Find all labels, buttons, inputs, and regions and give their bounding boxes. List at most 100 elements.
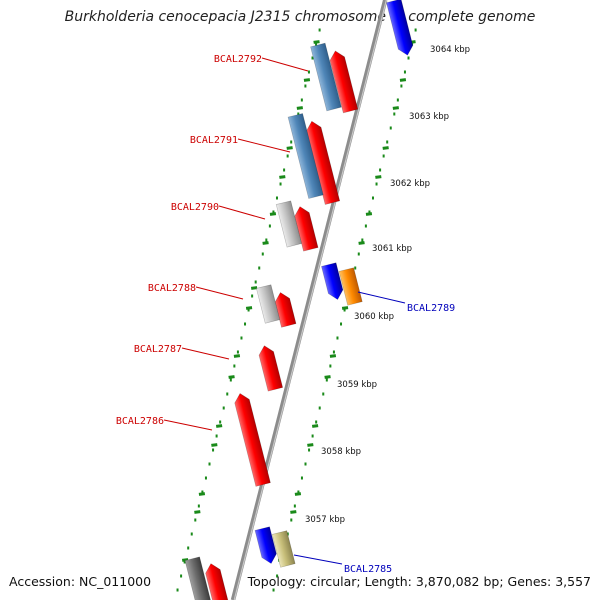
gene-label-bcal2790: BCAL2790 (171, 202, 219, 213)
guide-dot (315, 420, 318, 424)
guide-dot (354, 266, 357, 270)
guide-dot (308, 448, 311, 452)
scale-tick (313, 40, 320, 44)
scale-tick (303, 78, 311, 82)
scale-label: 3058 kbp (321, 447, 361, 457)
guide-dot (304, 462, 307, 466)
guide-dot (340, 322, 343, 326)
scale-tick (215, 424, 223, 428)
gene-feature-forward (274, 292, 297, 328)
scale-label: 3059 kbp (337, 380, 377, 390)
gene-features (184, 0, 414, 600)
guide-dot (364, 224, 367, 228)
guide-dot (275, 196, 278, 200)
gene-feature-orange (338, 267, 363, 306)
scale-tick (269, 212, 277, 216)
guide-dot (290, 140, 293, 144)
guide-dot (240, 336, 243, 340)
guide-dot (300, 476, 303, 480)
scale-tick (250, 286, 258, 290)
scale-labels: 3064 kbp 3063 kbp 3062 kbp 3061 kbp 3060 kbp… (305, 45, 470, 525)
guide-dot (215, 434, 218, 438)
guide-dot (265, 238, 268, 242)
guide-dot (272, 210, 275, 214)
accession-text: Accession: NC_011000 (9, 574, 152, 589)
guide-dot (226, 392, 229, 396)
scale-label: 3061 kbp (372, 244, 412, 254)
scale-tick (279, 175, 286, 179)
gene-feature-forward (329, 50, 359, 114)
guide-dot (386, 140, 389, 144)
guide-dot (414, 28, 417, 32)
guide-dot (403, 70, 406, 74)
scale-tick (294, 492, 302, 496)
guide-dot (307, 70, 310, 74)
scale-tick (233, 354, 241, 358)
scale-tick (311, 424, 319, 428)
guide-dot (379, 168, 382, 172)
guide-dot (286, 154, 289, 158)
guide-dot (297, 490, 300, 494)
scale-tick (329, 354, 337, 358)
guide-dot (329, 364, 332, 368)
gene-feature-forward (234, 393, 271, 487)
leader-line (181, 347, 230, 360)
gene-feature-reverse (321, 262, 344, 300)
guide-dot (236, 350, 239, 354)
scale-label: 3060 kbp (354, 312, 394, 322)
guide-dot (293, 504, 296, 508)
guide-dot (290, 518, 293, 522)
backbone-line (230, 0, 388, 600)
guide-dot (368, 210, 371, 214)
guide-dot (233, 364, 236, 368)
guide-dot (247, 308, 250, 312)
genome-summary-text: Topology: circular; Length: 3,870,082 bp… (247, 574, 591, 589)
scale-tick (324, 375, 331, 379)
scale-label: 3057 kbp (305, 515, 345, 525)
guide-dot (371, 196, 374, 200)
backbone-highlight (233, 0, 388, 600)
guide-dot (343, 308, 346, 312)
guide-dot (283, 168, 286, 172)
guide-dot (357, 252, 360, 256)
gene-feature-forward (258, 345, 284, 392)
guide-dot (254, 280, 257, 284)
guide-dot (212, 448, 215, 452)
scale-tick (290, 510, 297, 514)
scale-tick (228, 375, 235, 379)
guide-dot (325, 378, 328, 382)
dotted-guides (176, 28, 417, 592)
guide-dot (268, 224, 271, 228)
leader-line (293, 554, 343, 565)
guide-dot (276, 574, 279, 578)
chromosome-backbone (230, 0, 388, 600)
guide-dot (180, 574, 183, 578)
guide-dot (300, 98, 303, 102)
leader-line (357, 291, 406, 304)
leader-line (163, 419, 213, 431)
scale-label: 3064 kbp (430, 45, 470, 55)
guide-dot (297, 112, 300, 116)
gene-labels: BCAL2792 BCAL2791 BCAL2790 BCAL2788 BCAL2787… (116, 54, 455, 575)
scale-tick (392, 106, 400, 110)
gene-label-bcal2786: BCAL2786 (116, 416, 164, 427)
guide-dot (332, 350, 335, 354)
guide-dot (318, 406, 321, 410)
guide-dot (194, 518, 197, 522)
gene-feature-khaki (271, 530, 296, 568)
guide-dot (261, 252, 264, 256)
guide-dot (336, 336, 339, 340)
guide-dot (382, 154, 385, 158)
guide-dot (272, 588, 275, 592)
scale-tick (211, 443, 218, 447)
scale-label: 3063 kbp (409, 112, 449, 122)
gene-feature-steel (310, 42, 342, 112)
scale-tick (194, 510, 201, 514)
guide-dot (204, 476, 207, 480)
scale-tick (198, 492, 206, 496)
leader-line (261, 57, 309, 72)
gene-feature-steel (287, 113, 324, 199)
guide-dot (393, 112, 396, 116)
gene-feature-grey (275, 200, 302, 248)
